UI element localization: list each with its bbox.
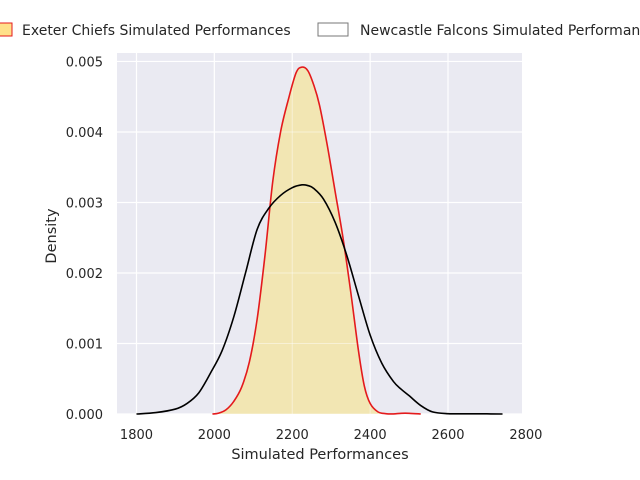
y-tick-label: 0.001 — [66, 337, 103, 352]
series-layer — [117, 53, 527, 415]
y-tick-label: 0.004 — [66, 126, 103, 141]
legend-label-exeter: Exeter Chiefs Simulated Performances — [22, 23, 291, 39]
series-line-0 — [212, 66, 421, 415]
y-axis-ticks: 0.000 0.001 0.002 0.003 0.004 0.005 — [66, 55, 103, 423]
legend: Exeter Chiefs Simulated Performances New… — [0, 22, 640, 39]
y-tick-label: 0.005 — [66, 55, 103, 70]
x-tick-label: 1800 — [120, 428, 153, 443]
x-tick-label: 2400 — [354, 428, 387, 443]
legend-label-newcastle: Newcastle Falcons Simulated Performances — [360, 23, 640, 39]
y-tick-label: 0.000 — [66, 408, 103, 423]
series-fill-0 — [212, 67, 421, 414]
y-tick-label: 0.003 — [66, 196, 103, 211]
y-axis-label: Density — [44, 208, 60, 264]
x-axis-ticks: 1800 2000 2200 2400 2600 2800 — [120, 428, 543, 443]
x-tick-label: 2600 — [431, 428, 464, 443]
x-tick-label: 2800 — [509, 428, 542, 443]
x-axis-label: Simulated Performances — [231, 447, 408, 463]
x-tick-label: 2000 — [198, 428, 231, 443]
series-line-1 — [136, 183, 503, 415]
x-tick-label: 2200 — [276, 428, 309, 443]
y-tick-label: 0.002 — [66, 267, 103, 282]
legend-swatch-exeter — [0, 22, 13, 37]
legend-swatch-newcastle — [317, 22, 349, 37]
